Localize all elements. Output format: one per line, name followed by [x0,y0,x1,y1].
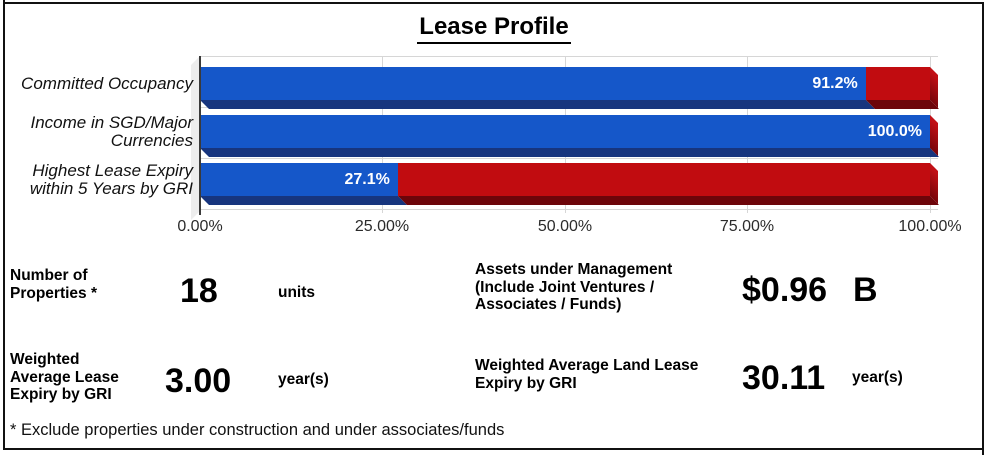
bar-band-blue [200,148,939,157]
h-gridline [200,56,938,57]
bar-segment-red [865,67,930,100]
category-label-income-sgd: Income in SGD/Major Currencies [30,113,194,150]
lease-profile-chart: 91.2% 100.0% [21,56,962,235]
border-stub-top [3,0,5,4]
stat-label-land-lease: Weighted Average Land Lease Expiry by GR… [475,357,699,392]
bar-band-red [865,100,939,109]
stat-value-number-of-properties: 18 [180,272,218,310]
bar-value-label: 91.2% [812,74,858,92]
stat-value-land-lease: 30.11 [742,359,826,397]
bar-3d-band [200,196,939,205]
x-tick-25: 25.00% [354,218,410,235]
bar-band-blue [200,100,875,109]
y-axis-line [199,56,201,215]
stat-unit-land-lease: year(s) [852,369,903,386]
bar-segment-blue: 100.0% [200,115,930,148]
bar-face: 27.1% [200,163,930,196]
bar-value-label: 100.0% [867,122,922,140]
bar-segment-blue: 27.1% [200,163,398,196]
stat-value-wale: 3.00 [165,362,232,400]
bar-income-sgd: 100.0% [200,115,939,157]
bar-3d-end-cap [930,163,938,204]
bar-segment-red [397,163,930,196]
h-gridline [200,209,938,210]
x-tick-0: 0.00% [177,218,223,235]
bar-band-blue [200,196,407,205]
category-label-highest-lease-expiry: Highest Lease Expiry within 5 Years by G… [29,161,193,198]
border-stub-bottom [982,448,984,455]
x-tick-100: 100.00% [898,218,962,235]
stat-unit-number-of-properties: units [278,284,316,301]
page-title: Lease Profile [0,13,988,44]
stat-label-wale: Weighted Average Lease Expiry by GRI [10,351,119,403]
stat-label-aum: Assets under Management (Include Joint V… [475,261,673,313]
bar-3d-band [200,100,939,109]
stat-unit-wale: year(s) [278,371,329,388]
footnote: * Exclude properties under construction … [10,421,505,439]
page-title-text: Lease Profile [417,13,571,44]
x-tick-75: 75.00% [719,218,775,235]
bar-highest-lease-expiry: 27.1% [200,163,939,205]
stat-value-aum: $0.96 [742,271,828,309]
bar-face: 100.0% [200,115,930,148]
h-gridline [200,158,938,159]
bar-face: 91.2% [200,67,930,100]
category-label-committed-occupancy: Committed Occupancy [21,74,193,93]
bar-3d-end-cap [930,67,938,108]
bar-value-label: 27.1% [344,170,390,188]
stat-unit-aum: B [853,271,878,309]
bar-segment-blue: 91.2% [200,67,866,100]
bar-3d-band [200,148,939,157]
bar-band-red [397,196,939,205]
bar-committed-occupancy: 91.2% [200,67,939,109]
x-tick-50: 50.00% [537,218,593,235]
stat-label-number-of-properties: Number of Properties * [10,267,98,302]
bar-3d-end-cap [930,115,938,156]
